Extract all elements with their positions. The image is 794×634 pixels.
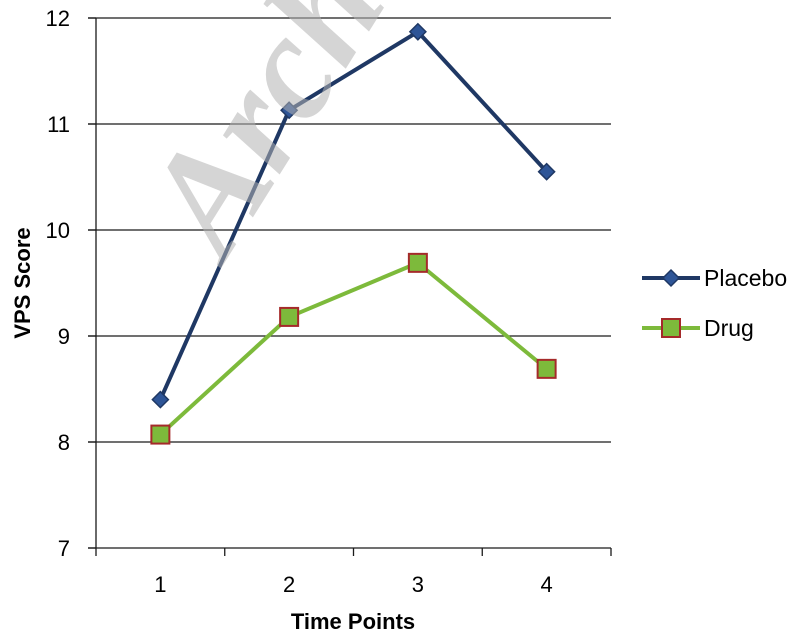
point-drug-2 — [279, 306, 300, 327]
point-drug-1 — [150, 424, 171, 445]
y-axis-title: VPS Score — [10, 227, 35, 338]
y-tick-label-11: 11 — [47, 112, 70, 137]
gridlines — [88, 17, 611, 443]
series-line-drug — [159, 260, 548, 437]
legend-marker-placebo — [661, 268, 681, 288]
point-placebo-3 — [408, 22, 427, 41]
x-tick-label-4: 4 — [541, 572, 553, 597]
legend-label-drug: Drug — [704, 315, 754, 341]
x-axis-title: Time Points — [291, 609, 415, 634]
legend-marker-drug — [661, 318, 681, 338]
point-placebo-2 — [280, 101, 299, 120]
legend: Placebo Drug — [642, 265, 787, 341]
y-tick-label-9: 9 — [58, 324, 70, 349]
y-tick-label-7: 7 — [58, 536, 70, 561]
point-placebo-4 — [537, 162, 556, 181]
x-tick-label-3: 3 — [412, 572, 424, 597]
y-tick-label-12: 12 — [46, 6, 70, 31]
point-drug-4 — [536, 358, 557, 379]
x-tick-label-2: 2 — [283, 572, 295, 597]
point-drug-3 — [407, 252, 428, 273]
watermark: Arch — [108, 0, 416, 286]
x-tick-labels: 1 2 3 4 — [154, 572, 553, 597]
x-tick-label-1: 1 — [154, 572, 166, 597]
axes — [88, 17, 612, 556]
legend-label-placebo: Placebo — [704, 265, 787, 291]
y-tick-labels: 7 8 9 10 11 12 — [46, 6, 70, 561]
series-line-placebo — [158, 29, 549, 401]
point-placebo-1 — [151, 390, 170, 409]
y-tick-label-10: 10 — [46, 218, 70, 243]
y-tick-label-8: 8 — [58, 430, 70, 455]
data-series — [150, 22, 557, 445]
